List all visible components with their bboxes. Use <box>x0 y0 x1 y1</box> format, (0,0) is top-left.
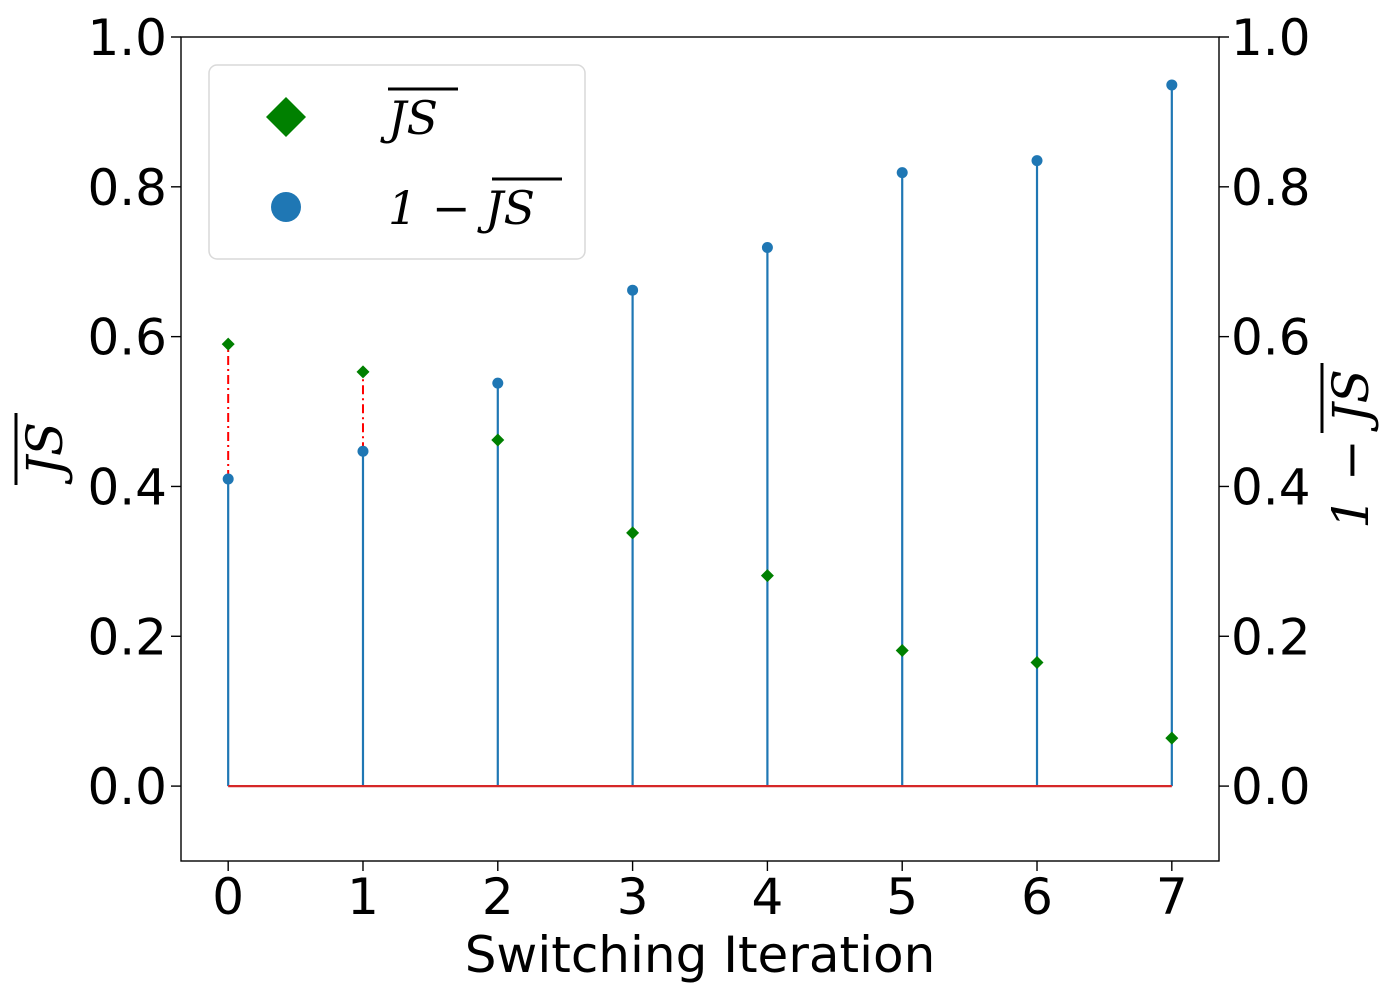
legend-label-one-minus-js: 1 − JS <box>388 181 535 235</box>
legend-circle-marker <box>271 192 301 222</box>
y-label-right-text: 1 − JS <box>1322 369 1380 529</box>
point-one-minus-js-0 <box>222 473 234 485</box>
point-js-1 <box>356 365 370 379</box>
x-tick-label-5: 5 <box>886 868 918 926</box>
point-one-minus-js-4 <box>761 241 773 253</box>
y-tick-label-left-1: 0.2 <box>87 608 167 666</box>
point-one-minus-js-2 <box>492 377 504 389</box>
x-tick-label-6: 6 <box>1021 868 1053 926</box>
point-js-0 <box>221 337 235 351</box>
y-tick-label-right-1: 0.2 <box>1231 608 1311 666</box>
point-one-minus-js-5 <box>896 167 908 179</box>
y-tick-label-right-0: 0.0 <box>1231 758 1311 816</box>
y-tick-label-right-4: 0.8 <box>1231 159 1311 217</box>
y-tick-label-left-3: 0.6 <box>87 309 167 367</box>
legend-diamond-marker <box>266 97 306 137</box>
y-tick-label-right-2: 0.4 <box>1231 458 1311 516</box>
point-js-4 <box>760 569 774 583</box>
point-js-7 <box>1165 731 1179 745</box>
y-tick-label-left-5: 1.0 <box>87 9 167 67</box>
y-axis-label-left: JS <box>14 413 74 485</box>
y-tick-label-left-0: 0.0 <box>87 758 167 816</box>
x-tick-label-0: 0 <box>212 868 244 926</box>
x-tick-label-1: 1 <box>347 868 379 926</box>
point-one-minus-js-6 <box>1031 155 1043 167</box>
point-one-minus-js-3 <box>627 284 639 296</box>
y-tick-label-right-5: 1.0 <box>1231 9 1311 67</box>
x-tick-label-3: 3 <box>617 868 649 926</box>
y-axis-label-right: 1 − JS <box>1320 363 1380 529</box>
y-tick-label-left-2: 0.4 <box>87 458 167 516</box>
point-js-3 <box>626 526 640 540</box>
point-one-minus-js-7 <box>1166 79 1178 91</box>
y-tick-label-right-3: 0.6 <box>1231 309 1311 367</box>
x-tick-label-2: 2 <box>482 868 514 926</box>
x-axis-label: Switching Iteration <box>465 926 936 984</box>
y-tick-label-left-4: 0.8 <box>87 159 167 217</box>
point-js-2 <box>491 433 505 447</box>
x-tick-label-7: 7 <box>1156 868 1188 926</box>
point-js-6 <box>1030 655 1044 669</box>
point-js-5 <box>895 644 909 658</box>
legend-box <box>208 64 586 260</box>
x-tick-label-4: 4 <box>751 868 783 926</box>
point-one-minus-js-1 <box>357 445 369 457</box>
y-label-left-text: JS <box>16 422 74 485</box>
legend-label-js: JS <box>380 91 438 145</box>
legend: JS 1 − JS <box>208 64 586 260</box>
